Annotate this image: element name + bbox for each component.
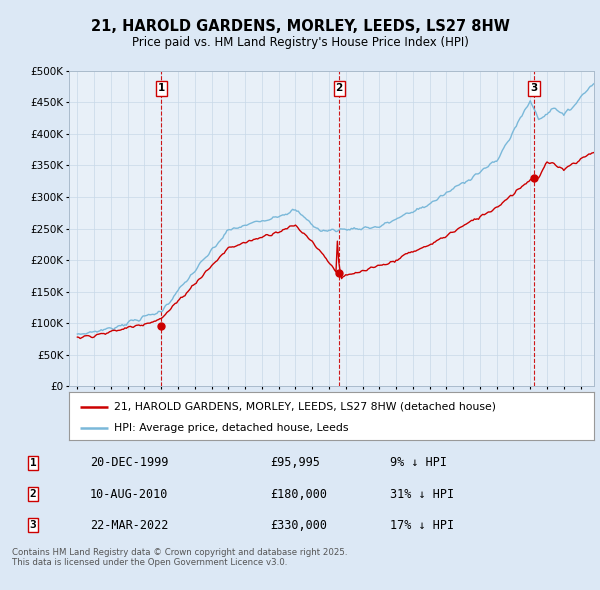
Text: Contains HM Land Registry data © Crown copyright and database right 2025.
This d: Contains HM Land Registry data © Crown c… — [12, 548, 347, 568]
Text: Price paid vs. HM Land Registry's House Price Index (HPI): Price paid vs. HM Land Registry's House … — [131, 36, 469, 49]
Text: £180,000: £180,000 — [270, 487, 327, 501]
Text: 1: 1 — [29, 458, 37, 468]
Text: 2: 2 — [335, 83, 343, 93]
Text: 31% ↓ HPI: 31% ↓ HPI — [390, 487, 454, 501]
Text: 3: 3 — [530, 83, 538, 93]
Text: 20-DEC-1999: 20-DEC-1999 — [90, 457, 169, 470]
Text: 2: 2 — [29, 489, 37, 499]
Text: 10-AUG-2010: 10-AUG-2010 — [90, 487, 169, 501]
Text: 21, HAROLD GARDENS, MORLEY, LEEDS, LS27 8HW (detached house): 21, HAROLD GARDENS, MORLEY, LEEDS, LS27 … — [113, 402, 496, 411]
Text: 3: 3 — [29, 520, 37, 530]
Text: 17% ↓ HPI: 17% ↓ HPI — [390, 519, 454, 532]
Text: £95,995: £95,995 — [270, 457, 320, 470]
Text: 9% ↓ HPI: 9% ↓ HPI — [390, 457, 447, 470]
Text: £330,000: £330,000 — [270, 519, 327, 532]
Text: 21, HAROLD GARDENS, MORLEY, LEEDS, LS27 8HW: 21, HAROLD GARDENS, MORLEY, LEEDS, LS27 … — [91, 19, 509, 34]
Text: 1: 1 — [158, 83, 165, 93]
Text: 22-MAR-2022: 22-MAR-2022 — [90, 519, 169, 532]
Text: HPI: Average price, detached house, Leeds: HPI: Average price, detached house, Leed… — [113, 423, 348, 432]
